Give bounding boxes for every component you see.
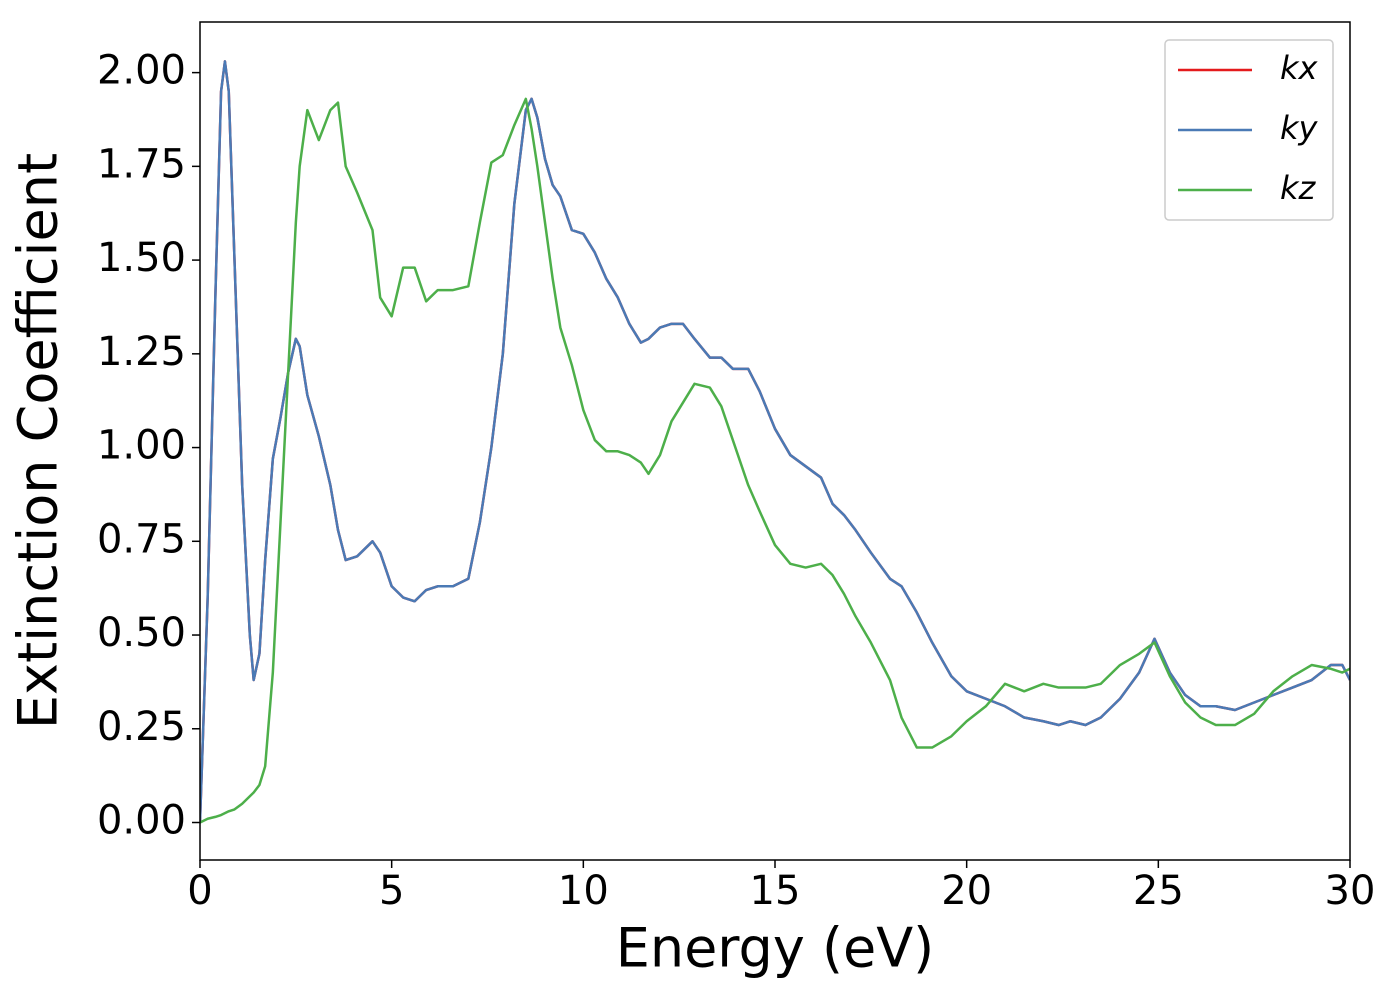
y-tick-label: 0.75	[97, 516, 186, 562]
y-axis-label: Extinction Coefficient	[7, 153, 70, 729]
series-line	[200, 60, 1350, 823]
series-line	[200, 97, 1350, 824]
y-tick-label: 1.25	[97, 329, 186, 375]
y-tick-label: 2.00	[97, 48, 186, 94]
x-tick-label: 5	[379, 868, 404, 914]
x-axis-label: Energy (eV)	[616, 917, 935, 980]
y-tick-label: 1.00	[97, 423, 186, 469]
legend-label: kz	[1280, 169, 1317, 207]
legend-label: ky	[1280, 109, 1319, 147]
y-tick-label: 0.50	[97, 610, 186, 656]
y-tick-label: 0.00	[97, 798, 186, 844]
x-tick-label: 15	[750, 868, 801, 914]
x-tick-label: 25	[1133, 868, 1184, 914]
y-tick-label: 0.25	[97, 704, 186, 750]
y-tick-label: 1.75	[97, 141, 186, 187]
x-tick-label: 30	[1325, 868, 1376, 914]
y-tick-label: 1.50	[97, 235, 186, 281]
x-tick-label: 0	[187, 868, 212, 914]
x-tick-label: 20	[941, 868, 992, 914]
legend-label: kx	[1280, 49, 1319, 87]
x-tick-label: 10	[558, 868, 609, 914]
plot-frame	[199, 21, 1351, 861]
